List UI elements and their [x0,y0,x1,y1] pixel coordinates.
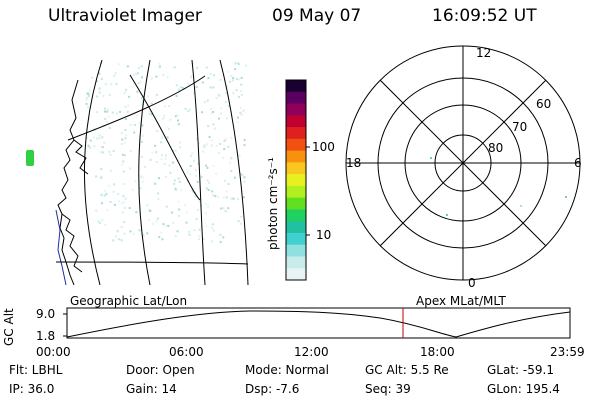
mode-info: Mode: Normal [245,363,329,377]
mlt-label-12: 12 [476,46,492,60]
orbit-strip [63,307,571,339]
mlt-label-6: 6 [574,156,582,170]
gain-info: Gain: 14 [126,382,177,396]
lat-label-70: 70 [512,120,528,134]
orbit-right-title: Apex MLat/MLT [416,294,506,308]
instrument-title: Ultraviolet Imager [48,6,202,26]
dsp-info: Dsp: -7.6 [245,382,300,396]
coast-blue [55,209,67,286]
colorbar [285,79,310,281]
emission-speckles [85,62,247,244]
time-label: 16:09:52 UT [432,6,537,26]
seq-info: Seq: 39 [365,382,411,396]
colorbar-tick-100: 100 [312,140,335,154]
status-indicator [26,150,34,166]
coastline [57,79,89,286]
meridian-4 [219,59,249,286]
glon-info: GLon: 195.4 [487,382,560,396]
latitude-1 [67,75,206,141]
meridian-2 [138,59,151,286]
ip-info: IP: 36.0 [9,382,55,396]
colorbar-tick-10: 10 [316,228,332,242]
filter-info: Flt: LBHL [9,363,63,377]
mlt-label-18: 18 [346,156,362,170]
polar-plot [345,45,581,281]
meridian-1 [84,59,103,286]
orbit-xtick-0000: 00:00 [36,345,71,359]
orbit-xtick-0600: 06:00 [169,345,204,359]
lat-label-80: 80 [488,141,504,155]
orbit-ytick-high: 9.0 [36,307,56,321]
orbit-xtick-1200: 12:00 [294,345,329,359]
lat-label-60: 60 [536,97,552,111]
orbit-xtick-1800: 18:00 [420,345,455,359]
orbit-ytick-low: 1.8 [36,329,56,343]
orbit-left-title: Geographic Lat/Lon [70,294,188,308]
glat-info: GLat: -59.1 [487,363,554,377]
door-info: Door: Open [126,363,195,377]
date-label: 09 May 07 [272,6,362,26]
meridian-5 [129,74,201,201]
orbit-xtick-2359: 23:59 [550,345,585,359]
geographic-map [55,59,249,286]
mlt-label-0: 0 [468,276,476,290]
meridian-3 [191,59,206,286]
gc-alt-info: GC Alt: 5.5 Re [365,363,449,377]
latitude-2 [55,261,249,265]
altitude-curve [66,310,571,338]
colorbar-unit-label: photon cm⁻²s⁻¹ [266,157,280,250]
orbit-ylabel: GC Alt [2,308,16,346]
